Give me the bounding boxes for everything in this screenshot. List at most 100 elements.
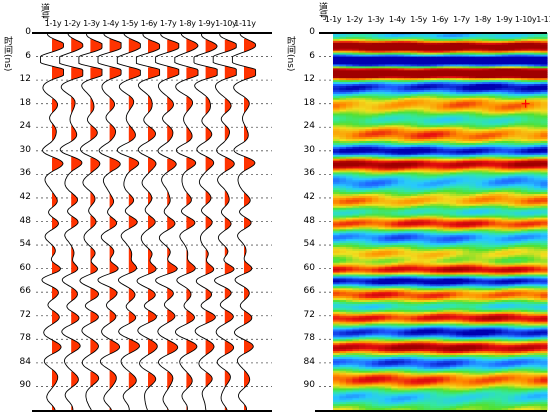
amplitude-cell	[430, 52, 438, 56]
amplitude-cell	[358, 298, 367, 301]
amplitude-cell	[391, 192, 399, 195]
amplitude-cell	[456, 353, 464, 356]
amplitude-cell	[430, 80, 438, 83]
amplitude-cell	[365, 319, 373, 323]
amplitude-cell	[436, 378, 444, 382]
amplitude-cell	[391, 209, 399, 213]
amplitude-cell	[352, 201, 360, 205]
amplitude-cell	[475, 315, 483, 319]
amplitude-cell	[397, 372, 405, 376]
amplitude-cell	[352, 368, 360, 372]
amplitude-cell	[333, 286, 341, 289]
amplitude-cell	[475, 62, 483, 66]
amplitude-cell	[410, 180, 418, 183]
amplitude-cell	[365, 58, 373, 62]
amplitude-cell	[436, 152, 444, 156]
amplitude-cell	[397, 272, 405, 276]
amplitude-cell	[397, 313, 405, 317]
amplitude-cell	[417, 203, 425, 207]
amplitude-cell	[456, 319, 464, 323]
amplitude-cell	[345, 194, 354, 197]
amplitude-cell	[475, 380, 483, 384]
amplitude-cell	[475, 186, 483, 189]
amplitude-cell	[482, 78, 490, 81]
amplitude-cell	[397, 268, 405, 272]
amplitude-cell	[475, 302, 483, 305]
amplitude-cell	[482, 176, 490, 179]
amplitude-cell	[384, 182, 392, 185]
amplitude-cell	[482, 307, 490, 311]
amplitude-cell	[410, 93, 418, 97]
amplitude-cell	[410, 117, 418, 120]
amplitude-cell	[410, 150, 418, 154]
amplitude-cell	[469, 331, 477, 335]
amplitude-cell	[469, 140, 477, 144]
amplitude-cell	[352, 339, 360, 342]
amplitude-cell	[436, 89, 444, 93]
color-section-panel[interactable]: 道号 时间(ns) 1-1y 1-2y 1-3y 1-4y 1-5y 1-6y 1-7y 1-…	[275, 0, 550, 416]
amplitude-cell	[358, 52, 367, 56]
amplitude-cell	[358, 355, 367, 358]
amplitude-cell	[482, 213, 490, 217]
color-amplitude-plot[interactable]	[275, 0, 550, 416]
amplitude-cell	[469, 229, 477, 232]
amplitude-cell	[410, 321, 418, 325]
amplitude-cell	[397, 213, 405, 217]
amplitude-cell	[462, 254, 470, 258]
amplitude-cell	[456, 219, 464, 223]
amplitude-cell	[378, 184, 386, 187]
amplitude-cell	[384, 180, 392, 183]
amplitude-cell	[475, 319, 483, 323]
amplitude-cell	[430, 264, 438, 268]
amplitude-cell	[430, 215, 438, 219]
wiggle-trace-panel[interactable]: 道号 时间(ns) 1-1y 1-2y 1-3y 1-4y 1-5y 1-6y 1-7y 1-…	[0, 0, 275, 416]
amplitude-cell	[384, 225, 392, 228]
amplitude-cell	[365, 288, 373, 291]
amplitude-cell	[423, 286, 431, 289]
amplitude-cell	[404, 125, 412, 128]
wiggle-plot[interactable]	[0, 0, 275, 416]
amplitude-cell	[410, 182, 418, 185]
amplitude-cell	[371, 197, 379, 201]
amplitude-cell	[333, 160, 341, 164]
amplitude-cell	[417, 80, 425, 83]
amplitude-cell	[462, 402, 470, 405]
amplitude-cell	[378, 91, 386, 95]
amplitude-cell	[358, 174, 367, 177]
amplitude-cell	[475, 258, 483, 262]
amplitude-cell	[423, 58, 431, 62]
amplitude-cell	[378, 135, 386, 138]
amplitude-cell	[430, 103, 438, 107]
amplitude-cell	[404, 329, 412, 333]
amplitude-cell	[397, 219, 405, 223]
amplitude-cell	[462, 52, 470, 56]
amplitude-cell	[430, 142, 438, 146]
amplitude-cell	[423, 139, 431, 142]
amplitude-cell	[410, 349, 418, 352]
amplitude-cell	[371, 217, 379, 221]
amplitude-cell	[488, 270, 496, 274]
amplitude-cell	[345, 135, 354, 138]
amplitude-cell	[410, 50, 418, 54]
amplitude-cell	[456, 50, 464, 54]
amplitude-cell	[488, 248, 496, 252]
amplitude-cell	[449, 56, 457, 60]
amplitude-cell	[436, 50, 444, 54]
amplitude-cell	[417, 345, 425, 348]
amplitude-cell	[365, 176, 373, 179]
amplitude-cell	[352, 209, 360, 213]
amplitude-cell	[443, 197, 451, 201]
amplitude-cell	[371, 64, 379, 67]
amplitude-cell	[436, 86, 444, 89]
amplitude-cell	[475, 133, 483, 136]
amplitude-cell	[391, 140, 399, 144]
amplitude-cell	[391, 250, 399, 254]
amplitude-cell	[430, 349, 438, 352]
amplitude-cell	[391, 217, 399, 221]
amplitude-cell	[352, 305, 360, 309]
amplitude-cell	[404, 384, 412, 388]
amplitude-cell	[417, 188, 425, 191]
amplitude-cell	[378, 313, 386, 317]
amplitude-cell	[339, 305, 347, 309]
amplitude-cell	[436, 215, 444, 219]
